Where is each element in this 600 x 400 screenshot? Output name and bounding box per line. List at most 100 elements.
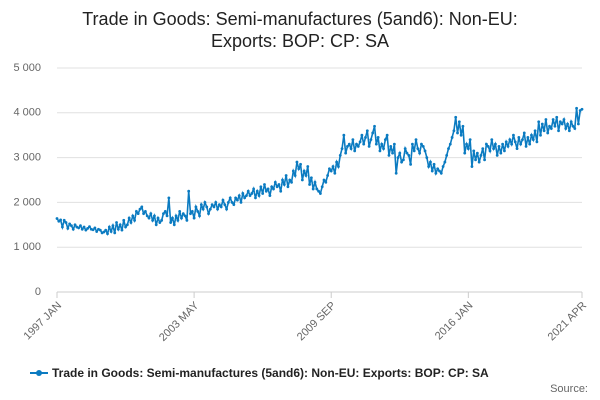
data-point — [219, 205, 223, 209]
data-point — [107, 225, 111, 229]
data-point — [567, 129, 571, 133]
data-point — [226, 201, 230, 204]
data-point — [98, 228, 102, 232]
data-point — [358, 140, 362, 144]
data-point — [521, 138, 524, 142]
data-point — [82, 225, 86, 229]
data-point — [291, 169, 295, 173]
data-point — [180, 216, 183, 220]
data-point — [338, 153, 342, 157]
data-point — [483, 158, 486, 162]
data-point — [569, 120, 573, 124]
data-point — [468, 138, 472, 142]
data-point — [566, 122, 569, 126]
data-point — [575, 106, 578, 110]
data-point — [490, 138, 494, 142]
series-line — [56, 108, 583, 236]
legend-marker — [36, 370, 42, 376]
data-point — [250, 192, 254, 195]
data-point — [510, 142, 514, 146]
data-point — [317, 189, 320, 193]
data-point — [236, 198, 239, 202]
data-point — [158, 221, 162, 224]
data-point — [539, 133, 542, 137]
data-point — [542, 129, 546, 133]
data-point — [459, 133, 463, 137]
data-point — [88, 225, 91, 228]
data-point — [297, 167, 301, 171]
data-point — [156, 216, 160, 220]
data-point — [537, 120, 541, 124]
data-point — [344, 151, 348, 155]
data-point — [328, 167, 331, 171]
data-point — [452, 129, 456, 133]
data-point — [160, 218, 164, 222]
data-point — [380, 142, 384, 146]
data-point — [580, 107, 584, 111]
data-point — [228, 196, 232, 200]
data-point — [199, 203, 203, 207]
data-point — [245, 194, 248, 198]
data-point — [55, 217, 59, 220]
data-point — [171, 216, 174, 220]
data-point — [214, 201, 218, 204]
y-tick-label: 3 000 — [13, 152, 41, 164]
chart-title: Trade in Goods: Semi-manufactures (5and6… — [82, 9, 518, 51]
data-point — [443, 160, 447, 164]
data-point — [302, 169, 306, 173]
data-point — [237, 194, 241, 198]
data-point — [522, 131, 526, 135]
data-point — [340, 147, 344, 151]
data-point — [385, 133, 389, 137]
data-point — [396, 156, 400, 160]
data-point — [79, 224, 82, 228]
data-point — [104, 228, 108, 232]
data-point — [364, 136, 367, 139]
data-point — [484, 142, 488, 146]
data-point — [448, 142, 452, 146]
data-point — [571, 124, 575, 128]
data-point — [59, 218, 63, 222]
data-point — [151, 218, 155, 222]
data-point — [576, 122, 580, 126]
data-point — [205, 205, 209, 209]
data-point — [548, 124, 551, 128]
data-point — [255, 189, 259, 193]
data-point — [398, 151, 402, 155]
data-point — [420, 142, 423, 146]
data-point — [492, 147, 495, 151]
data-point — [281, 178, 284, 182]
y-tick-label: 0 — [35, 286, 41, 298]
data-point — [470, 165, 474, 168]
data-point — [531, 138, 535, 142]
data-point — [293, 174, 297, 177]
data-point — [436, 167, 440, 171]
data-point — [382, 147, 385, 151]
data-point — [299, 162, 302, 166]
legend: Trade in Goods: Semi-manufactures (5and6… — [30, 366, 489, 380]
data-point — [400, 160, 403, 164]
data-point — [346, 145, 349, 148]
data-point — [172, 223, 176, 227]
data-point — [429, 160, 432, 164]
data-point — [475, 151, 479, 155]
data-point — [71, 227, 75, 231]
data-point — [457, 120, 461, 124]
data-point — [86, 226, 90, 230]
data-point — [61, 225, 64, 229]
data-point — [304, 174, 308, 177]
data-point — [517, 136, 521, 139]
data-point — [138, 207, 142, 211]
data-point — [535, 140, 539, 144]
data-point — [73, 223, 77, 227]
y-tick-label: 4 000 — [13, 107, 41, 119]
data-point — [95, 230, 99, 233]
data-point — [319, 192, 322, 195]
data-point — [533, 129, 537, 133]
data-point — [207, 212, 210, 216]
data-point — [555, 115, 559, 119]
data-point — [373, 124, 376, 128]
data-point — [329, 169, 333, 173]
data-point — [421, 145, 425, 148]
data-point — [347, 142, 351, 146]
